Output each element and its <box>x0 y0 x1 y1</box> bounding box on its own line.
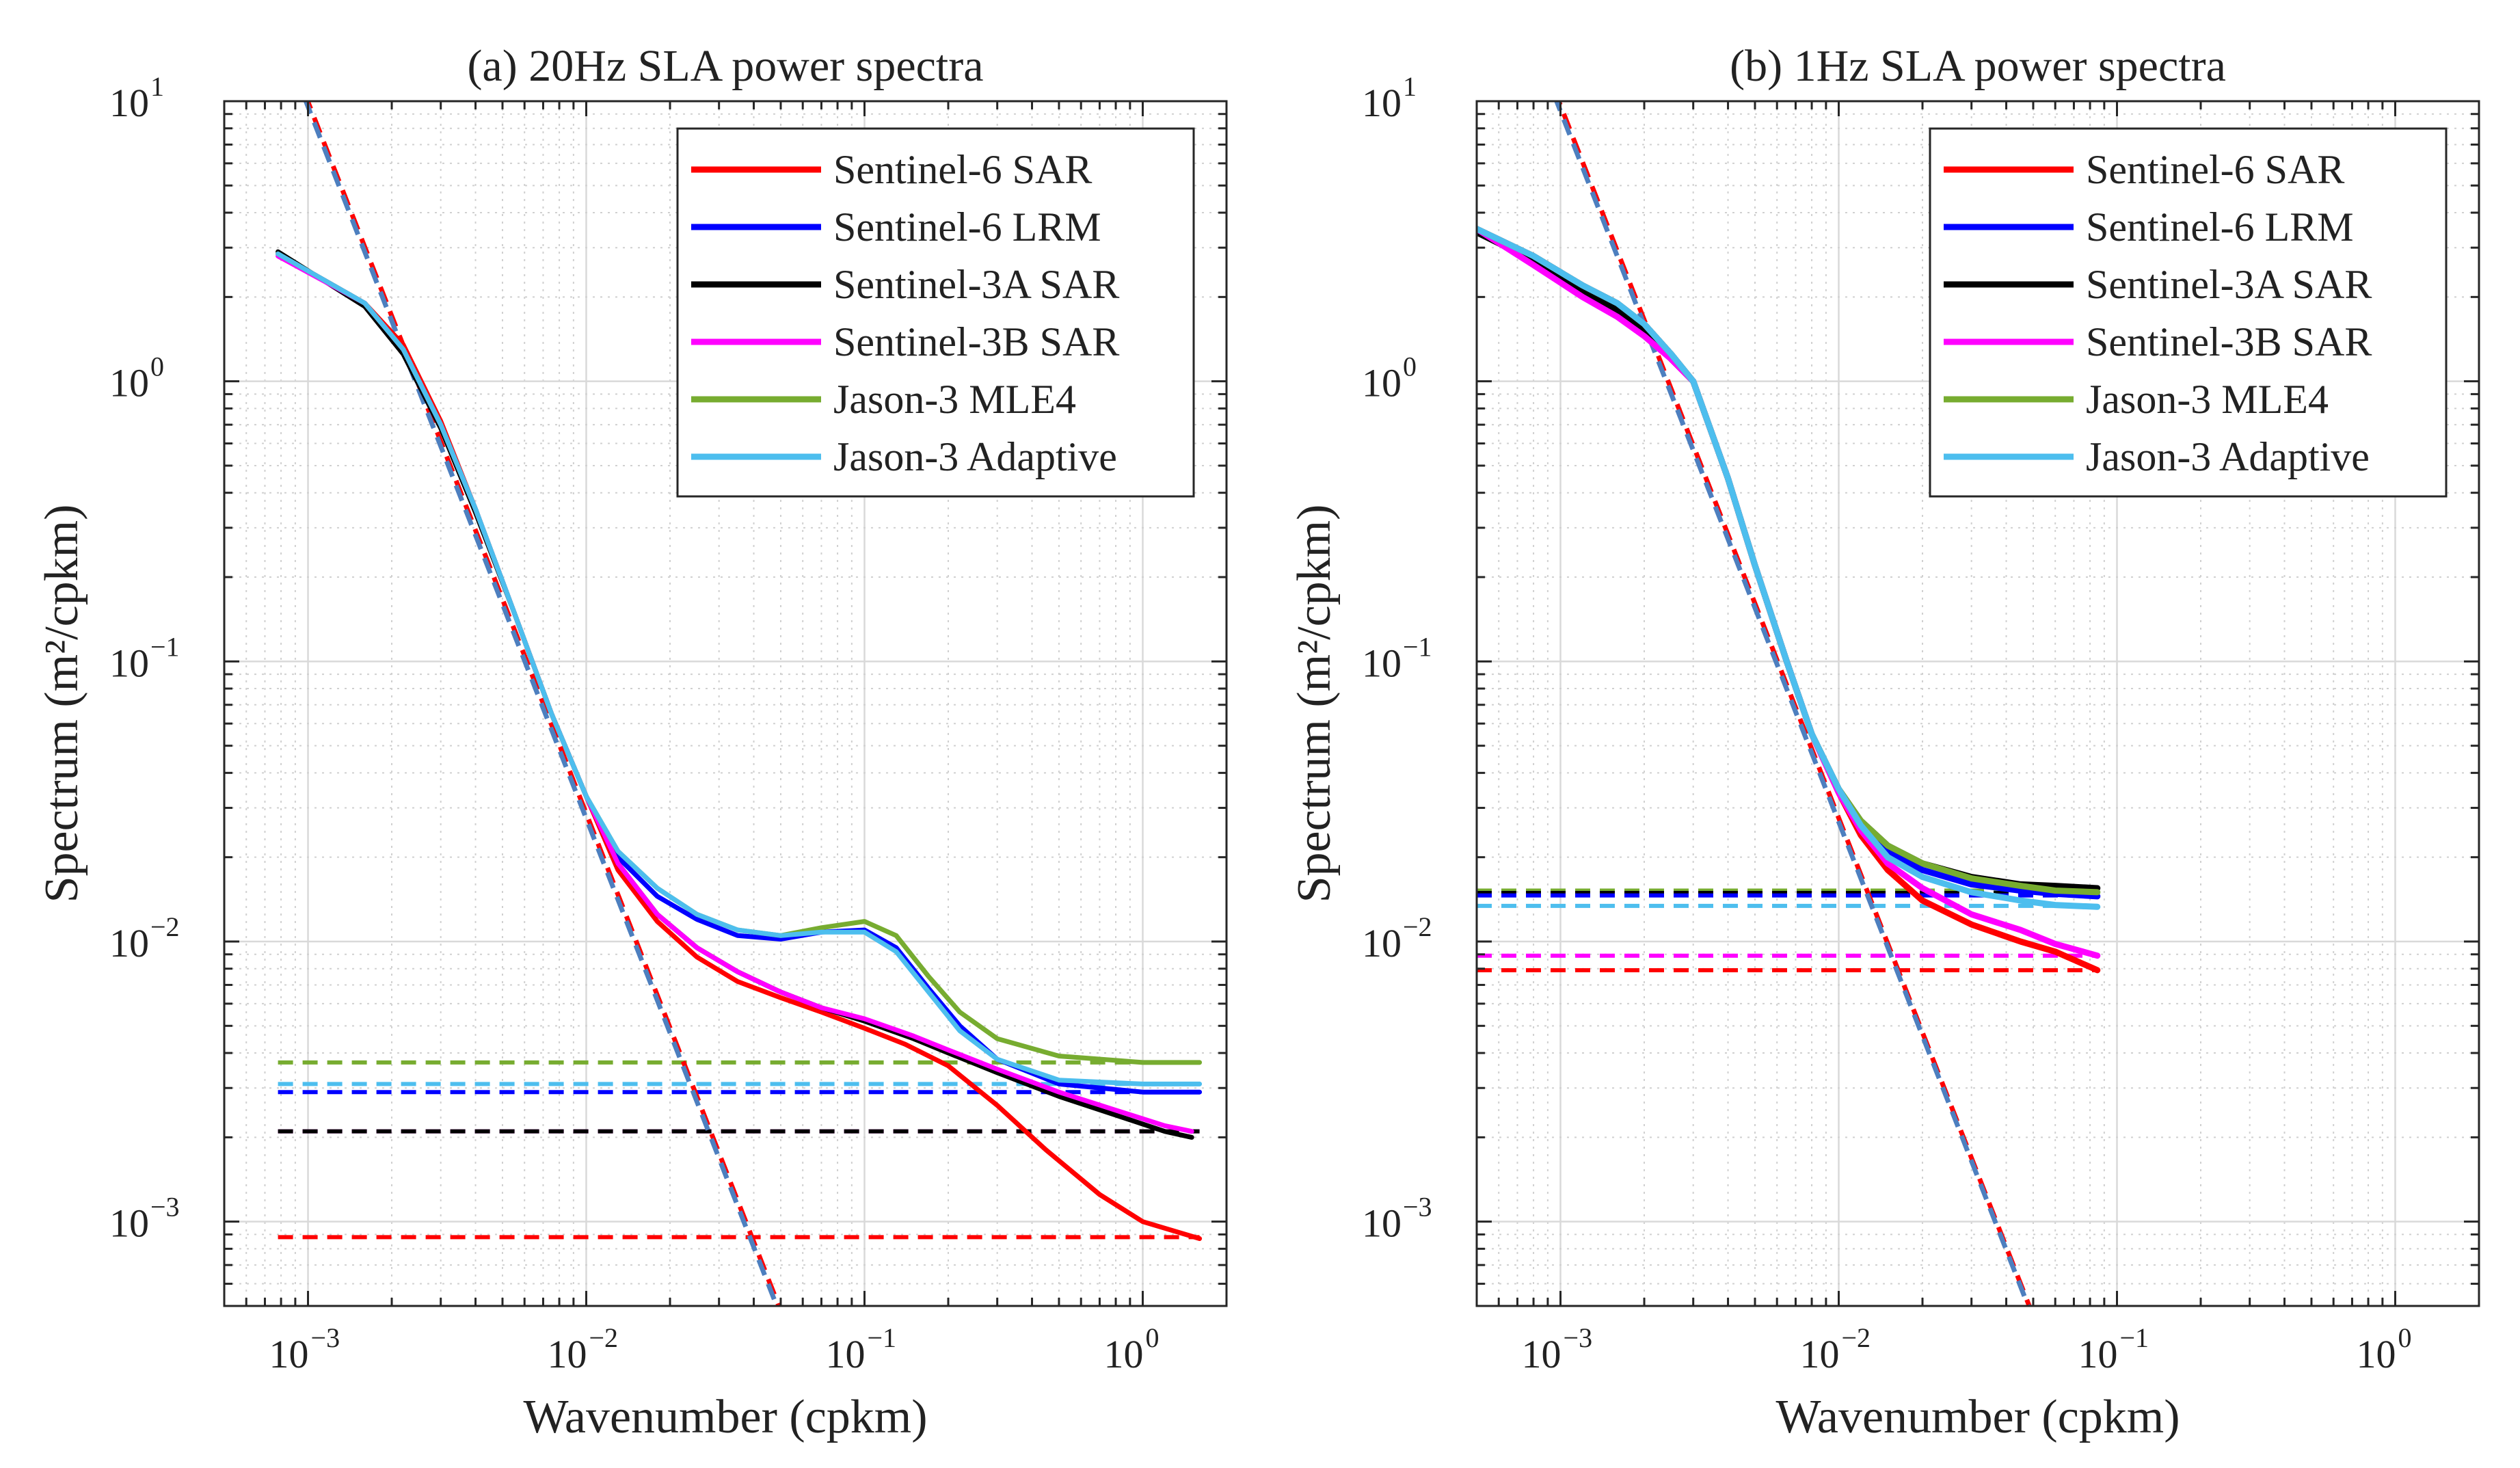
x-tick-label: 10 <box>2356 1332 2396 1376</box>
legend-item-sentinel-6-sar: Sentinel-6 SAR <box>1944 147 2344 192</box>
ticks <box>1475 100 2480 1307</box>
y-tick-label-exponent: 1 <box>150 71 164 102</box>
y-tick-label-exponent: −3 <box>1403 1192 1432 1223</box>
legend-item-jason-3-adaptive: Jason-3 Adaptive <box>691 434 1117 479</box>
plot-area <box>1477 101 2101 1306</box>
x-tick-label-exponent: 0 <box>1145 1322 1159 1353</box>
power-law-fit-line <box>1554 101 2031 1306</box>
legend: Sentinel-6 SAR Sentinel-6 LRM Sentinel-3A … <box>1929 127 2448 498</box>
legend-item-sentinel-3a-sar: Sentinel-3A SAR <box>1944 262 2372 307</box>
y-tick-label-exponent: 1 <box>1403 71 1417 102</box>
y-tick-label: 10 <box>109 641 149 685</box>
y-tick-label: 10 <box>1362 641 1402 685</box>
y-tick-label-exponent: −2 <box>150 911 180 942</box>
legend-item-sentinel-6-lrm: Sentinel-6 LRM <box>691 204 1101 250</box>
x-axis-label: Wavenumber (cpkm) <box>523 1391 927 1443</box>
legend-label: Sentinel-6 SAR <box>833 147 1092 192</box>
y-tick-label-exponent: −1 <box>1403 631 1432 662</box>
x-tick-label-exponent: −3 <box>311 1322 340 1353</box>
x-tick-label-exponent: −2 <box>589 1322 619 1353</box>
x-tick-label: 10 <box>269 1332 309 1376</box>
x-tick-label: 10 <box>1103 1332 1143 1376</box>
legend-label: Jason-3 Adaptive <box>833 434 1117 479</box>
legend-item-jason-3-mle4: Jason-3 MLE4 <box>691 377 1076 422</box>
chart-panel-b: 10 −3 10 −2 10 −1 10 010 −310 −210 −110 010 1 (b) 1Hz… <box>1288 41 2480 1443</box>
x-tick-label-exponent: −1 <box>867 1322 896 1353</box>
chart-title: (a) 20Hz SLA power spectra <box>467 41 983 91</box>
legend-item-sentinel-6-sar: Sentinel-6 SAR <box>691 147 1092 192</box>
x-tick-label: 10 <box>1800 1332 1840 1376</box>
legend-label: Jason-3 MLE4 <box>833 377 1076 422</box>
legend-label: Sentinel-3A SAR <box>833 262 1119 307</box>
y-tick-label-exponent: 0 <box>150 351 164 382</box>
y-tick-label: 10 <box>1362 921 1402 965</box>
legend-item-jason-3-adaptive: Jason-3 Adaptive <box>1944 434 2370 479</box>
y-axis-label: Spectrum (m²/cpkm) <box>36 505 88 903</box>
x-axis-label: Wavenumber (cpkm) <box>1775 1391 2180 1443</box>
ticks <box>223 100 1228 1307</box>
axes-frame <box>223 100 1228 1307</box>
x-tick-label-exponent: −3 <box>1564 1322 1593 1353</box>
legend-label: Sentinel-3B SAR <box>2086 319 2372 364</box>
y-axis-label: Spectrum (m²/cpkm) <box>1288 505 1341 903</box>
x-tick-label: 10 <box>1522 1332 1561 1376</box>
legend-label: Sentinel-3B SAR <box>833 319 1119 364</box>
x-tick-label-exponent: −2 <box>1842 1322 1871 1353</box>
y-tick-label: 10 <box>1362 361 1402 405</box>
legend-item-sentinel-3a-sar: Sentinel-3A SAR <box>691 262 1119 307</box>
axes-frame <box>1475 100 2480 1307</box>
y-tick-label: 10 <box>1362 1201 1402 1246</box>
y-tick-label: 10 <box>109 81 149 125</box>
legend-label: Sentinel-6 LRM <box>833 204 1101 250</box>
y-tick-label-exponent: −3 <box>150 1192 180 1223</box>
legend-label: Jason-3 MLE4 <box>2086 377 2329 422</box>
x-tick-label: 10 <box>825 1332 865 1376</box>
x-tick-label: 10 <box>2078 1332 2117 1376</box>
power-law-fit-line <box>303 101 779 1306</box>
series-line-jason-3-adaptive <box>276 251 1203 1086</box>
legend-item-sentinel-3b-sar: Sentinel-3B SAR <box>691 319 1119 364</box>
y-tick-label: 10 <box>109 921 149 965</box>
legend-label: Sentinel-3A SAR <box>2086 262 2372 307</box>
y-tick-label: 10 <box>109 361 149 405</box>
legend-label: Sentinel-6 LRM <box>2086 204 2354 250</box>
plot-area <box>276 101 1203 1306</box>
y-tick-label-exponent: 0 <box>1403 351 1417 382</box>
chart-title: (b) 1Hz SLA power spectra <box>1730 41 2226 91</box>
legend-item-jason-3-mle4: Jason-3 MLE4 <box>1944 377 2329 422</box>
x-tick-label: 10 <box>548 1332 587 1376</box>
series-line-jason-3-adaptive <box>1477 226 2101 910</box>
legend-label: Jason-3 Adaptive <box>2086 434 2370 479</box>
legend-item-sentinel-6-lrm: Sentinel-6 LRM <box>1944 204 2354 250</box>
y-tick-label-exponent: −2 <box>1403 911 1432 942</box>
y-tick-label: 10 <box>109 1201 149 1246</box>
y-tick-label: 10 <box>1362 81 1402 125</box>
legend-item-sentinel-3b-sar: Sentinel-3B SAR <box>1944 319 2372 364</box>
x-tick-label-exponent: −1 <box>2119 1322 2149 1353</box>
legend-box <box>1929 127 2448 498</box>
legend: Sentinel-6 SAR Sentinel-6 LRM Sentinel-3A … <box>676 127 1195 498</box>
x-tick-label-exponent: 0 <box>2398 1322 2411 1353</box>
legend-label: Sentinel-6 SAR <box>2086 147 2344 192</box>
legend-box <box>676 127 1195 498</box>
y-tick-label-exponent: −1 <box>150 631 180 662</box>
chart-panel-a: 10 −3 10 −2 10 −1 10 010 −310 −210 −110 010 1 (a) 20H… <box>36 41 1228 1443</box>
